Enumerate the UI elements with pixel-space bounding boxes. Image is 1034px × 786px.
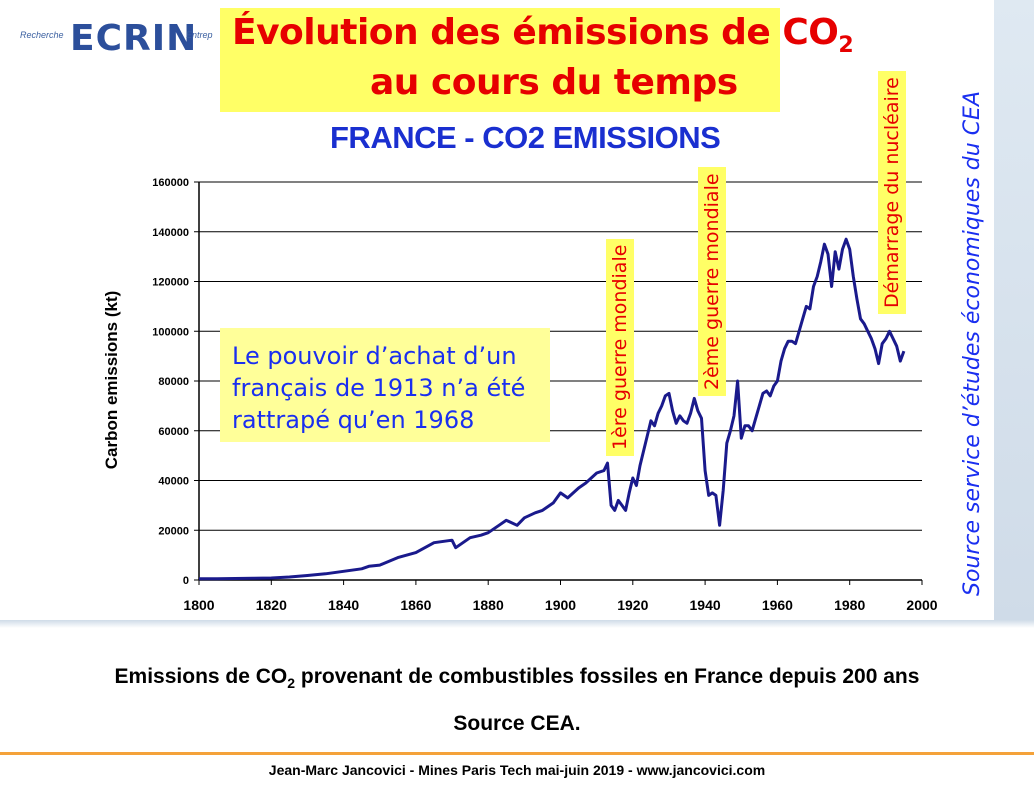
- x-tick-label: 2000: [906, 597, 937, 613]
- note-line: rattrapé qu’en 1968: [232, 406, 475, 434]
- y-axis-label: Carbon emissions (kt): [102, 290, 121, 470]
- y-tick-label: 0: [183, 575, 189, 587]
- x-tick-label: 1960: [762, 597, 793, 613]
- y-tick-label: 140000: [152, 227, 189, 239]
- y-tick-label: 80000: [158, 376, 189, 388]
- y-tick-label: 20000: [158, 525, 189, 537]
- y-tick-label: 120000: [152, 277, 189, 289]
- caption-pre: Emissions de CO: [114, 665, 288, 688]
- chart-title: FRANCE - CO2 EMISSIONS: [330, 120, 721, 155]
- title-highlight: [220, 8, 780, 112]
- x-tick-label: 1880: [473, 597, 504, 613]
- logo-right-text: Entrep: [186, 30, 213, 40]
- slide-title-text: Évolution des émissions de CO: [232, 12, 839, 53]
- note-line: français de 1913 n’a été: [232, 374, 526, 402]
- x-tick-label: 1920: [617, 597, 648, 613]
- ww2-label: 2ème guerre mondiale: [698, 167, 726, 396]
- caption-line1: Emissions de CO2 provenant de combustibl…: [0, 665, 1034, 691]
- y-tick-label: 40000: [158, 476, 189, 488]
- x-tick-label: 1860: [400, 597, 431, 613]
- footer-divider: [0, 752, 1034, 755]
- x-tick-label: 1840: [328, 597, 359, 613]
- x-tick-label: 1800: [183, 597, 214, 613]
- side-source-note: Source service d’études économiques du C…: [960, 90, 985, 596]
- purchasing-power-note: [220, 328, 550, 442]
- note-line: Le pouvoir d’achat d’un: [232, 342, 517, 370]
- ecrin-logo: Recherche ECRIN Entrep: [20, 14, 220, 62]
- y-tick-label: 60000: [158, 426, 189, 438]
- x-tick-label: 1980: [834, 597, 865, 613]
- x-tick-label: 1940: [690, 597, 721, 613]
- x-tick-label: 1900: [545, 597, 576, 613]
- purchasing-power-text: Le pouvoir d’achat d’un français de 1913…: [232, 340, 525, 436]
- chart-series: [199, 237, 906, 581]
- logo-left-text: Recherche: [20, 30, 64, 40]
- slide-title-line1: Évolution des émissions de CO2: [232, 12, 854, 59]
- footer-credit: Jean-Marc Jancovici - Mines Paris Tech m…: [268, 762, 766, 778]
- chart-ticks: 0 20000 40000 60000 80000 100000 120000 140000 1…: [152, 177, 937, 613]
- slide-title-line2: au cours du temps: [370, 62, 738, 103]
- ww1-label: 1ère guerre mondiale: [606, 238, 634, 456]
- caption-post: provenant de combustibles fossiles en Fr…: [295, 665, 920, 688]
- series-line-co2: [199, 237, 906, 581]
- caption-line2: Source CEA.: [453, 712, 581, 735]
- slide-title-subscript: 2: [838, 33, 854, 59]
- y-tick-label: 100000: [152, 326, 189, 338]
- logo-main-text: ECRIN: [70, 18, 198, 59]
- caption-subscript: 2: [287, 675, 296, 692]
- y-tick-label: 160000: [152, 177, 189, 189]
- nuclear-label: Démarrage du nucléaire: [878, 71, 906, 314]
- x-tick-label: 1820: [256, 597, 287, 613]
